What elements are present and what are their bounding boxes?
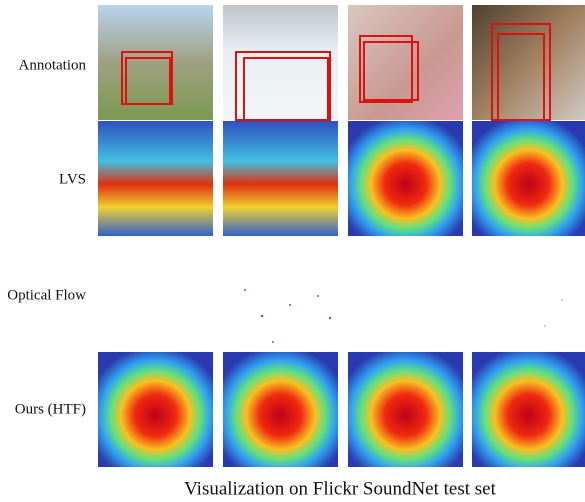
lvs-row [98,121,585,236]
row-labels: Annotation LVS Optical Flow Ours (HTF) [7,57,86,417]
ours-row [98,352,585,467]
heatmap [472,121,585,236]
heatmap [98,121,213,236]
row-label: LVS [59,171,86,187]
flow-dot [261,315,263,317]
image [472,5,585,120]
flow-dot [289,304,291,306]
page: Annotation LVS Optical Flow Ours (HTF) [0,0,585,502]
flow-dot [329,317,331,319]
image [223,5,338,120]
flow-dot [244,289,246,291]
optical-flow-row [244,289,563,343]
flow-dot [272,341,274,343]
figure: Annotation LVS Optical Flow Ours (HTF) [0,0,585,502]
flow-dot [317,295,319,297]
heatmap [98,352,213,467]
image [98,5,213,120]
caption: Visualization on Flickr SoundNet test se… [184,478,497,499]
row-label: Annotation [19,57,87,73]
flow-dot [544,325,546,327]
heatmap [348,121,463,236]
annotation-row [98,5,585,120]
heatmap [348,352,463,467]
heatmap [223,352,338,467]
flow-dot [561,299,563,301]
row-label: Ours (HTF) [15,401,86,417]
heatmap [472,352,585,467]
row-label: Optical Flow [7,287,86,303]
heatmap [223,121,338,236]
